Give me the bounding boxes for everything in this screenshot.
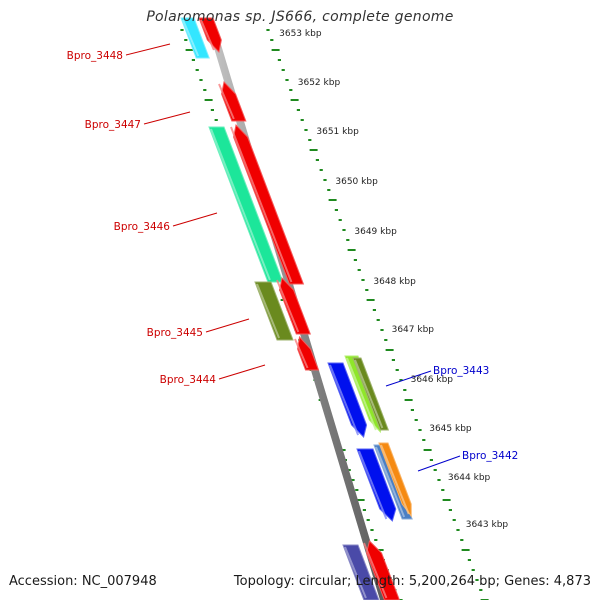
gene-label-leader xyxy=(143,111,191,125)
cds-purple-highlight xyxy=(344,546,367,599)
cds-blue-b[interactable] xyxy=(356,448,397,522)
cds-blue-a-highlight xyxy=(329,364,360,436)
gene-label-leader xyxy=(125,43,171,56)
cds-red-b-highlight xyxy=(218,83,235,120)
kbp-label: 3653 kbp xyxy=(279,29,322,39)
kbp-label: 3647 kbp xyxy=(392,325,435,335)
map-labels: 3653 kbp 3652 kbp 3651 kbp 3650 kbp 3649 kbp… xyxy=(67,29,519,530)
cds-orange-highlight xyxy=(380,444,410,515)
cds-red-a-highlight xyxy=(200,19,215,51)
gene-label[interactable]: Bpro_3444 xyxy=(160,374,217,386)
cds-lime-highlight xyxy=(346,357,377,431)
cds-red-d-highlight xyxy=(276,279,300,333)
cds-red-e-highlight xyxy=(294,338,309,369)
accession-text: Accession: NC_007948 xyxy=(9,574,157,589)
cds-olive-highlight xyxy=(256,283,280,339)
cds-blue-b-highlight xyxy=(358,450,388,520)
cds-purple[interactable] xyxy=(342,544,380,600)
gene-label[interactable]: Bpro_3448 xyxy=(67,50,123,62)
kbp-label: 3648 kbp xyxy=(373,277,416,287)
gene-label-leader xyxy=(417,455,461,472)
kbp-label: 3650 kbp xyxy=(335,177,378,187)
kbp-label: 3646 kbp xyxy=(411,375,454,385)
gene-label-leader xyxy=(218,364,266,380)
gene-label[interactable]: Bpro_3443 xyxy=(433,365,489,377)
kbp-label: 3644 kbp xyxy=(448,473,491,483)
gene-label[interactable]: Bpro_3446 xyxy=(114,221,171,233)
kbp-ruler xyxy=(180,29,489,600)
cds-cyan-highlight xyxy=(182,19,200,57)
kbp-label: 3645 kbp xyxy=(429,424,472,434)
label-leaders xyxy=(125,43,461,472)
gene-label-leader xyxy=(205,318,250,333)
kbp-label: 3643 kbp xyxy=(466,520,509,530)
cds-red-c-highlight xyxy=(230,126,293,283)
cds-red-f-highlight xyxy=(363,542,388,599)
cds-olive[interactable] xyxy=(254,281,294,341)
kbp-label: 3649 kbp xyxy=(354,227,397,237)
cds-olive-b-highlight xyxy=(354,359,384,429)
gene-label[interactable]: Bpro_3442 xyxy=(462,450,518,462)
gene-label[interactable]: Bpro_3445 xyxy=(147,327,203,339)
gene-features xyxy=(180,17,413,600)
kbp-label: 3652 kbp xyxy=(298,78,341,88)
gene-label-leader xyxy=(385,370,432,387)
kbp-label: 3651 kbp xyxy=(316,127,359,137)
cds-cyan[interactable] xyxy=(180,17,210,59)
gene-label[interactable]: Bpro_3447 xyxy=(85,119,141,131)
cds-green-highlight xyxy=(210,128,271,281)
map-title: Polaromonas sp. JS666, complete genome xyxy=(146,9,454,25)
gene-label-leader xyxy=(172,212,218,227)
cds-steel-highlight xyxy=(375,446,406,518)
genome-summary-text: Topology: circular; Length: 5,200,264 bp… xyxy=(233,574,591,589)
